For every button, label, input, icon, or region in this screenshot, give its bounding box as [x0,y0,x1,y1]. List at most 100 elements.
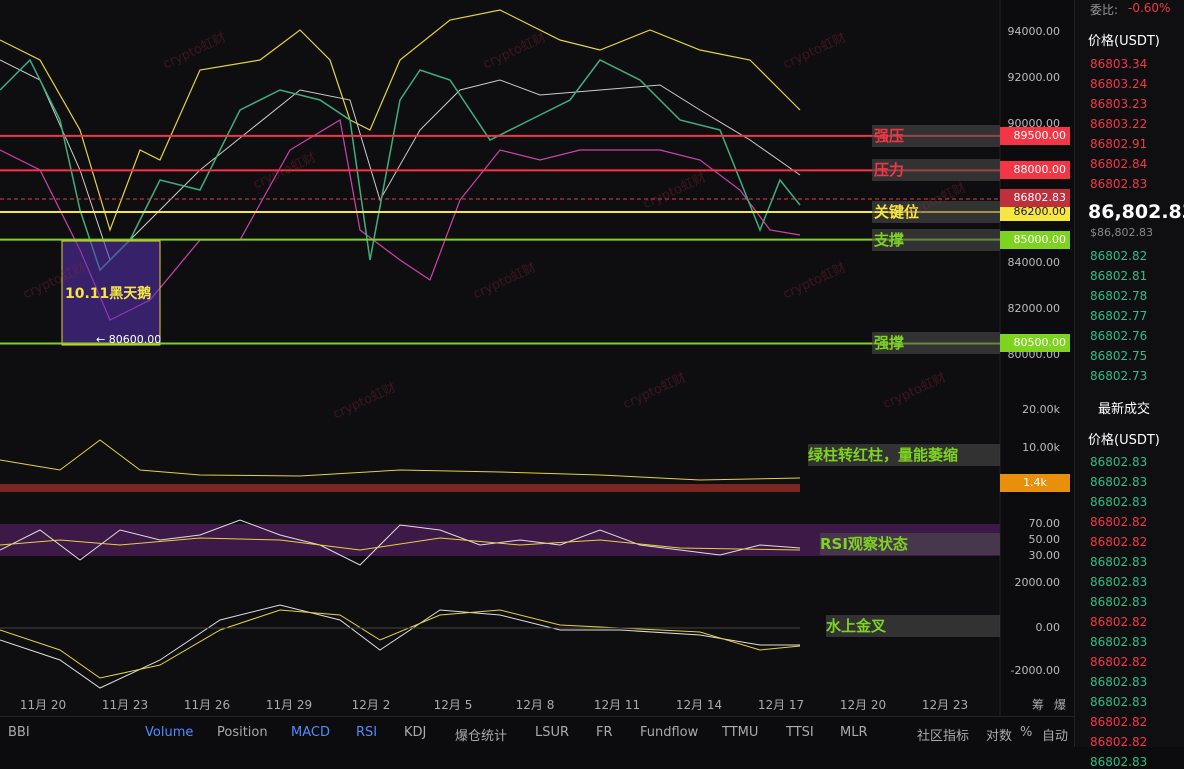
bid-price: 86802.77 [1090,309,1148,323]
rsi-line [0,519,801,566]
price-tick: 82000.00 [1007,301,1061,315]
level-name: 关键位 [872,200,1000,223]
toolbar-item[interactable]: BBI [8,725,30,740]
black-swan-title: 10.11黑天鹅 [65,286,152,302]
macd-tick: 2000.00 [1014,576,1061,589]
orderbook-panel [1074,0,1184,747]
toolbar-item[interactable]: 对数 [986,729,1013,744]
date-label: 12月 23 [921,698,969,712]
trade-price: 86802.83 [1090,555,1148,569]
toolbar-item[interactable]: Volume [145,725,194,740]
date-label: 11月 29 [265,698,313,712]
price-tick: 92000.00 [1007,71,1061,85]
ratio-label: 委比: [1090,3,1119,17]
level-label: 86200.00 [1000,202,1070,221]
bid-price: 86802.73 [1090,369,1148,383]
trade-price: 86802.83 [1090,475,1148,489]
plot-bg [0,0,1000,716]
bid-price: 86802.76 [1090,329,1148,343]
toolbar-item[interactable]: FR [596,725,613,740]
ask-price: 86803.22 [1090,117,1148,131]
level-name: 强撑 [872,332,1000,355]
volume-tick: 20.00k [1022,403,1060,416]
toolbar-item[interactable]: LSUR [535,725,570,740]
bid-price: 86802.75 [1090,349,1148,363]
date-label: 12月 14 [675,698,723,712]
trade-price: 86802.83 [1090,495,1148,509]
level-name: 强压 [872,124,1000,147]
trade-price: 86802.82 [1090,715,1148,729]
last-price-label: 86802.83 [1000,189,1070,208]
volume-note: 绿柱转红柱，量能萎缩 [808,444,1000,466]
macd-tick: 0.00 [1035,621,1061,634]
bid-price: 86802.78 [1090,289,1148,303]
level-label: 85000.00 [1000,230,1070,249]
trade-price: 86802.82 [1090,655,1148,669]
side-icon[interactable]: 爆 [1054,698,1067,712]
ask-price: 86803.24 [1090,77,1148,91]
toolbar-item[interactable]: TTSI [786,725,814,740]
level-label: 89500.00 [1000,126,1070,145]
date-label: 12月 11 [593,698,641,712]
bid-price: 86802.82 [1090,249,1148,263]
level-label: 88000.00 [1000,161,1070,180]
ask-price: 86802.91 [1090,137,1148,151]
macd-dea [0,609,801,679]
trade-price: 86802.83 [1090,675,1148,689]
trades-title: 最新成交 [1098,402,1151,417]
rsi-tick: 70.00 [1028,517,1061,530]
rsi-tick: 50.00 [1028,533,1061,546]
trade-price: 86802.82 [1090,515,1148,529]
toolbar-item[interactable]: MACD [291,725,330,740]
price-tick: 84000.00 [1007,255,1061,269]
toolbar-item[interactable]: TTMU [722,725,759,740]
level-name: 支撑 [872,228,1000,251]
trade-price: 86802.83 [1090,755,1148,769]
rsi-ma [0,537,801,551]
toolbar-item[interactable]: MLR [840,725,868,740]
toolbar-item[interactable]: KDJ [404,725,427,740]
trade-price: 86802.82 [1090,735,1148,749]
toolbar-item[interactable]: 社区指标 [917,729,970,744]
date-label: 12月 17 [757,698,805,712]
trade-price: 86802.83 [1090,575,1148,589]
ob-header: 价格(USDT) [1088,34,1160,49]
trade-price: 86802.83 [1090,635,1148,649]
date-label: 12月 5 [433,698,473,712]
trade-price: 86802.83 [1090,595,1148,609]
macd-note: 水上金叉 [826,615,1000,637]
rsi-note: RSI观察状态 [820,533,1000,555]
bid-price: 86802.81 [1090,269,1148,283]
date-label: 12月 8 [515,698,555,712]
toolbar-item[interactable]: % [1020,725,1033,740]
rsi-tick: 30.00 [1028,549,1061,562]
ratio: -0.60% [1128,1,1171,15]
level-name: 压力 [872,159,1000,182]
toolbar-item[interactable]: Position [217,725,268,740]
volume-current: 1.4k [1000,474,1070,492]
side-icon[interactable]: 筹 [1032,698,1045,712]
ask-price: 86803.23 [1090,97,1148,111]
toolbar-item[interactable]: 自动 [1042,729,1069,744]
trade-price: 86802.83 [1090,695,1148,709]
macd-dif [0,604,800,689]
chart-canvas [0,0,1001,716]
ask-price: 86803.34 [1090,57,1148,71]
trades-header: 价格(USDT) [1088,433,1160,448]
toolbar-bg [0,716,1074,748]
toolbar-item[interactable]: RSI [356,725,378,740]
toolbar-item[interactable]: 爆仓统计 [455,729,508,744]
macd-tick: -2000.00 [1010,664,1060,677]
ask-price: 86802.83 [1090,177,1148,191]
level-label: 80500.00 [1000,334,1070,353]
volume-ma [0,439,801,481]
trade-price: 86802.82 [1090,535,1148,549]
date-label: 12月 2 [351,698,391,712]
date-label: 11月 23 [101,698,149,712]
trade-price: 86802.82 [1090,615,1148,629]
ask-price: 86802.84 [1090,157,1148,171]
toolbar-item[interactable]: Fundflow [640,725,699,740]
last-price-usd: $86,802.83 [1090,226,1153,239]
date-label: 12月 20 [839,698,887,712]
